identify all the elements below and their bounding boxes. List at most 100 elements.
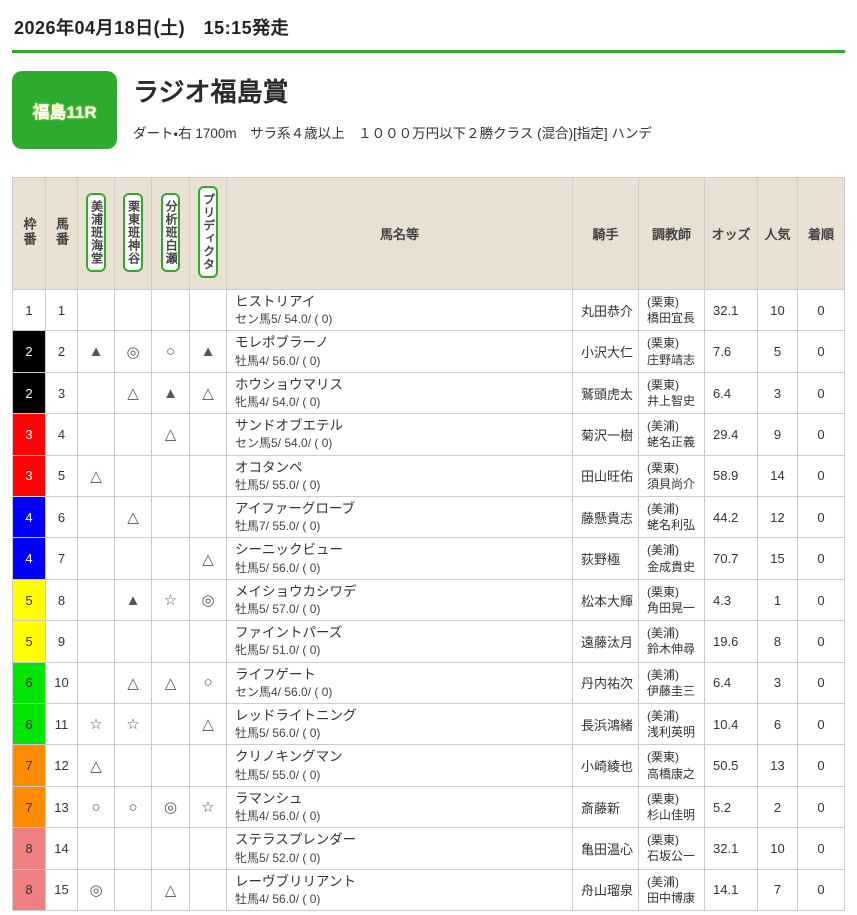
popularity-cell: 5 bbox=[757, 330, 798, 373]
mark-miura-cell bbox=[77, 288, 115, 332]
trainer-cell: (栗東) 橋田宜長 bbox=[638, 288, 705, 332]
horse-details: セン馬5/ 54.0/ ( 0) bbox=[235, 312, 333, 327]
waku-cell: 7 bbox=[12, 744, 46, 787]
mark-predictor-cell bbox=[189, 496, 227, 539]
mark-bunseki-cell: ☆ bbox=[151, 578, 190, 622]
mark-bunseki-cell bbox=[151, 454, 190, 498]
horse-name: ファイントパーズ bbox=[235, 625, 343, 641]
horse-name: ヒストリアイ bbox=[235, 294, 316, 309]
waku-cell: 3 bbox=[12, 413, 46, 456]
horse-number-cell: 15 bbox=[45, 868, 78, 912]
result-cell: 0 bbox=[797, 620, 845, 663]
mark-ritto-label: 栗東班神谷 bbox=[123, 192, 143, 272]
trainer-cell: (美浦) 蛯名利弘 bbox=[638, 496, 705, 539]
trainer-name: 伊藤圭三 bbox=[647, 683, 696, 698]
horse-name-cell: モレポブラーノ 牡馬4/ 56.0/ ( 0) bbox=[226, 330, 573, 373]
race-conditions: ダート・右 1700m サラ系４歳以上 １０００万円以下２勝クラス (混合)[指… bbox=[133, 126, 652, 142]
race-datetime: 2026年04月18日(土) 15:15発走 bbox=[14, 18, 290, 38]
trainer-cell: (栗東) 石坂公一 bbox=[638, 827, 705, 870]
trainer-region: (栗東) bbox=[647, 377, 679, 392]
horse-details: 牡馬7/ 55.0/ ( 0) bbox=[235, 519, 321, 534]
mark-bunseki-cell bbox=[151, 496, 190, 539]
entry-row: 4 7 △ シーニックビュー 牡馬5/ 56.0/ ( 0) 荻野極 (美浦) 金成貴史 70.… bbox=[12, 537, 845, 580]
horse-number-cell: 3 bbox=[45, 371, 78, 415]
jockey-cell: 田山旺佑 bbox=[572, 454, 639, 498]
horse-number-cell: 12 bbox=[45, 744, 78, 787]
entry-row: 5 9 ファイントパーズ 牝馬5/ 51.0/ ( 0) 遠藤汰月 (美浦) 鈴木伸尋 19.… bbox=[12, 620, 845, 663]
mark-ritto-cell bbox=[114, 288, 152, 332]
jockey-cell: 斎藤新 bbox=[572, 785, 639, 829]
trainer-cell: (栗東) 井上智史 bbox=[638, 371, 705, 415]
mark-ritto-cell: ○ bbox=[114, 785, 152, 829]
jockey-cell: 遠藤汰月 bbox=[572, 620, 639, 663]
trainer-cell: (栗東) 庄野靖志 bbox=[638, 330, 705, 373]
entry-row: 3 5 △ オコタンペ 牡馬5/ 55.0/ ( 0) 田山旺佑 (栗東) 須貝尚介 58.9 1… bbox=[12, 454, 845, 498]
horse-name-cell: ライフゲート セン馬4/ 56.0/ ( 0) bbox=[226, 661, 573, 705]
horse-number-cell: 9 bbox=[45, 620, 78, 663]
mark-predictor-cell: ☆ bbox=[189, 785, 227, 829]
odds-cell: 32.1 bbox=[704, 288, 758, 332]
mark-ritto-cell bbox=[114, 413, 152, 456]
horse-name: クリノキングマン bbox=[235, 749, 343, 765]
horse-name: シーニックビュー bbox=[235, 542, 343, 558]
mark-miura-cell bbox=[77, 827, 115, 870]
waku-cell: 7 bbox=[12, 785, 46, 829]
popularity-cell: 7 bbox=[757, 868, 798, 912]
mark-ritto-cell: △ bbox=[114, 496, 152, 539]
result-cell: 0 bbox=[797, 578, 845, 622]
horse-number-cell: 1 bbox=[45, 288, 78, 332]
trainer-region: (美浦) bbox=[647, 419, 679, 434]
entry-row: 6 10 △ △ ○ ライフゲート セン馬4/ 56.0/ ( 0) 丹内祐次 (美浦) 伊藤圭三… bbox=[12, 661, 845, 705]
jockey-cell: 菊沢一樹 bbox=[572, 413, 639, 456]
trainer-name: 浅利英明 bbox=[647, 725, 696, 740]
mark-predictor-cell bbox=[189, 620, 227, 663]
odds-cell: 7.6 bbox=[704, 330, 758, 373]
trainer-cell: (美浦) 蛯名正義 bbox=[638, 413, 705, 456]
mark-bunseki-label: 分析班白瀬 bbox=[160, 192, 181, 272]
col-header-uma: 馬番 bbox=[45, 177, 78, 290]
horse-number-cell: 4 bbox=[45, 413, 78, 456]
col-header-ninki: 人気 bbox=[757, 177, 798, 290]
col-header-trainer: 調教師 bbox=[638, 177, 705, 290]
mark-bunseki-cell: △ bbox=[151, 661, 190, 705]
mark-ritto-cell bbox=[114, 744, 152, 787]
trainer-region: (栗東) bbox=[647, 460, 679, 475]
mark-predictor-cell bbox=[189, 413, 227, 456]
result-cell: 0 bbox=[797, 537, 845, 580]
trainer-name: 蛯名正義 bbox=[647, 435, 696, 450]
mark-bunseki-cell: △ bbox=[151, 868, 190, 912]
result-cell: 0 bbox=[797, 454, 845, 498]
odds-cell: 29.4 bbox=[704, 413, 758, 456]
horse-details: 牝馬4/ 54.0/ ( 0) bbox=[235, 395, 321, 410]
trainer-cell: (美浦) 伊藤圭三 bbox=[638, 661, 705, 705]
entry-row: 3 4 △ サンドオブエテル セン馬5/ 54.0/ ( 0) 菊沢一樹 (美浦) 蛯名正義 2… bbox=[12, 413, 845, 456]
horse-name: ラマンシュ bbox=[235, 790, 303, 806]
mark-bunseki-cell: △ bbox=[151, 413, 190, 456]
mark-bunseki-cell bbox=[151, 703, 190, 746]
mark-predictor-cell: △ bbox=[189, 703, 227, 746]
horse-name-cell: ラマンシュ 牡馬4/ 56.0/ ( 0) bbox=[226, 785, 573, 829]
jockey-cell: 長浜鴻緒 bbox=[572, 703, 639, 746]
mark-bunseki-cell: ◎ bbox=[151, 785, 190, 829]
mark-bunseki-cell bbox=[151, 744, 190, 787]
entry-row: 8 15 ◎ △ レーヴブリリアント 牡馬4/ 56.0/ ( 0) 舟山瑠泉 (美浦) 田中博… bbox=[12, 868, 845, 912]
horse-name-cell: ホウショウマリス 牝馬4/ 54.0/ ( 0) bbox=[226, 371, 573, 415]
col-header-waku: 枠番 bbox=[12, 177, 46, 290]
waku-cell: 8 bbox=[12, 868, 46, 912]
result-cell: 0 bbox=[797, 868, 845, 912]
race-title: ラジオ福島賞 bbox=[133, 77, 289, 107]
odds-cell: 6.4 bbox=[704, 661, 758, 705]
mark-ritto-cell: △ bbox=[114, 371, 152, 415]
jockey-cell: 松本大輝 bbox=[572, 578, 639, 622]
horse-name-cell: クリノキングマン 牡馬5/ 55.0/ ( 0) bbox=[226, 744, 573, 787]
uma-header-label: 馬番 bbox=[54, 217, 69, 247]
horse-name: アイファーグローブ bbox=[235, 501, 356, 517]
trainer-name: 井上智史 bbox=[647, 394, 696, 409]
mark-miura-cell bbox=[77, 496, 115, 539]
horse-number-cell: 5 bbox=[45, 454, 78, 498]
mark-bunseki-cell: ▲ bbox=[151, 371, 190, 415]
horse-details: 牡馬4/ 56.0/ ( 0) bbox=[235, 353, 321, 368]
horse-name-cell: アイファーグローブ 牡馬7/ 55.0/ ( 0) bbox=[226, 496, 573, 539]
horse-number-cell: 6 bbox=[45, 496, 78, 539]
trainer-cell: (美浦) 浅利英明 bbox=[638, 703, 705, 746]
